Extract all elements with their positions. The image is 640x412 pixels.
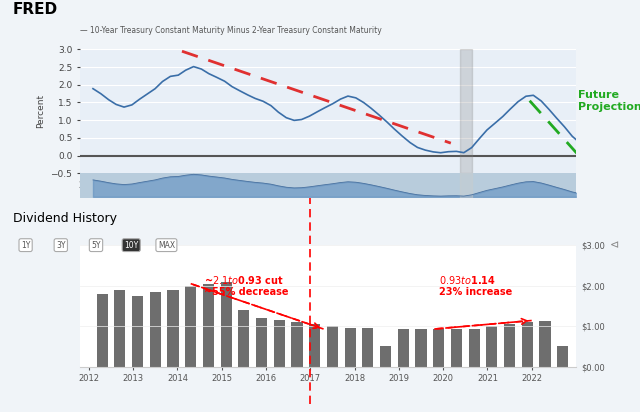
Text: — 10-Year Treasury Constant Maturity Minus 2-Year Treasury Constant Maturity: — 10-Year Treasury Constant Maturity Min… (80, 26, 381, 35)
Text: ⊲: ⊲ (610, 240, 619, 250)
Bar (203, 283, 214, 367)
Text: 10Y: 10Y (124, 241, 138, 250)
Text: 5Y: 5Y (92, 241, 100, 250)
Bar (168, 290, 179, 367)
Bar (460, 49, 472, 173)
Y-axis label: Percent: Percent (36, 94, 45, 129)
Text: 3Y: 3Y (56, 241, 65, 250)
Bar (150, 292, 161, 367)
Bar (238, 310, 250, 367)
Bar (291, 322, 303, 367)
Bar (540, 321, 550, 367)
Bar (97, 294, 108, 367)
Text: $0.93 to $1.14
23% increase: $0.93 to $1.14 23% increase (438, 274, 512, 297)
Bar (504, 324, 515, 367)
Bar (309, 324, 320, 367)
Text: MAX: MAX (158, 241, 175, 250)
Bar (221, 282, 232, 367)
Bar (468, 329, 479, 367)
Bar (380, 346, 391, 367)
Bar (185, 286, 196, 367)
Bar (486, 326, 497, 367)
Bar (522, 322, 533, 367)
Bar (132, 296, 143, 367)
Bar (460, 173, 472, 198)
Text: ~$2.1 to $0.93 cut
~55% decrease: ~$2.1 to $0.93 cut ~55% decrease (204, 274, 289, 297)
Text: Future
Projections: Future Projections (579, 90, 640, 112)
Text: Dividend History: Dividend History (13, 213, 116, 225)
Bar (115, 290, 125, 367)
Bar (433, 329, 444, 367)
Bar (557, 346, 568, 367)
Text: FRED: FRED (13, 2, 58, 17)
Text: 1Y: 1Y (21, 241, 30, 250)
Bar (362, 328, 373, 367)
Bar (327, 326, 338, 367)
Bar (344, 328, 356, 367)
Bar (274, 320, 285, 367)
Bar (397, 329, 409, 367)
Bar (256, 318, 267, 367)
Bar (451, 329, 462, 367)
Bar (415, 329, 426, 367)
